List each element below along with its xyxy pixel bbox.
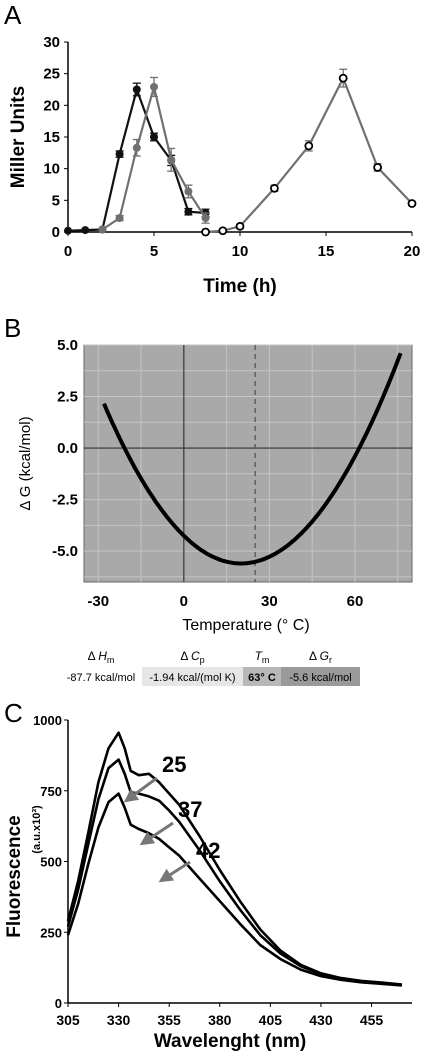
panel-c-y-tick-label: 250	[40, 925, 62, 940]
panel-c-y-tick-label: 0	[55, 996, 62, 1011]
panel-c-y-tick-label: 500	[40, 855, 62, 870]
panel-c-series-line	[66, 792, 403, 987]
panel-a-x-tick-label: 20	[404, 243, 421, 260]
panel-a-data-point	[184, 207, 193, 216]
panel-a-x-tick-label: 15	[318, 243, 335, 260]
panel-b-table-cell	[243, 667, 281, 686]
panel-b-curve	[102, 352, 403, 566]
panel-b-y-tick-label: -5.0	[52, 543, 78, 560]
panel-a-x-tick-label: 10	[232, 243, 249, 260]
panel-c-x-tick-label: 305	[56, 1012, 80, 1028]
panel-a-y-tick-label: 25	[43, 66, 60, 83]
panel-c-y-unit: (a.u.x10³)	[31, 805, 43, 854]
panel-b-table-cell	[60, 667, 142, 686]
panel-b-y-tick-label: 0.0	[57, 440, 78, 457]
panel-b-plot-background	[83, 344, 413, 583]
panel-b-table-value: -87.7 kcal/mol	[67, 672, 135, 684]
panel-b-x-label: Temperature (° C)	[182, 617, 309, 634]
panel-a-x-tick-label: 0	[64, 243, 72, 260]
panel-a-x-tick-label: 5	[150, 243, 158, 260]
panel-c-y-label: Fluorescence	[4, 815, 25, 938]
panel-a-data-point	[115, 150, 124, 159]
panel-a-x-label: Time (h)	[203, 276, 277, 297]
panel-a-data-point	[338, 73, 348, 83]
panel-c-series-line	[66, 731, 403, 986]
panel-a-series-line	[67, 85, 206, 232]
panel-a-data-point	[373, 162, 383, 172]
panel-a-series-line	[205, 75, 413, 234]
panel-a-y-tick-label: 0	[52, 224, 60, 241]
panel-b-table-header: Δ Cp	[180, 649, 204, 665]
panel-c-y-tick-label: 1000	[33, 713, 62, 728]
panel-a-data-point	[132, 85, 141, 94]
panel-c-arrowhead	[123, 788, 140, 803]
panel-a-data-point	[218, 226, 228, 236]
panel-b-table-value: -5.6 kcal/mol	[289, 672, 351, 684]
panel-a-data-point	[235, 221, 245, 231]
panel-a-data-point	[304, 141, 314, 151]
panel-b-y-label: Δ G (kcal/mol)	[17, 416, 34, 510]
panel-b-letter: B	[4, 313, 21, 343]
panel-c-x-tick-label: 380	[208, 1012, 232, 1028]
panel-a-data-point	[115, 214, 124, 223]
panel-c-letter: C	[4, 698, 23, 728]
panel-c-x-tick-label: 455	[360, 1012, 384, 1028]
panel-a-data-point	[269, 183, 279, 193]
panel-c-x-label: Wavelenght (nm)	[154, 1031, 306, 1052]
panel-a-data-point	[167, 155, 176, 164]
panel-a-y-label: Miller Units	[8, 86, 29, 188]
panel-b-table-header: Tm	[255, 649, 270, 665]
panel-b-x-tick-label: 60	[347, 593, 364, 610]
panel-a-data-point	[201, 227, 211, 237]
panel-c-x-tick-label: 330	[107, 1012, 131, 1028]
panel-b-table-header: Δ Hm	[88, 649, 115, 665]
panel-b-table-cell	[142, 667, 243, 686]
panel-b-table-cell	[281, 667, 360, 686]
panel-a-data-point	[150, 82, 158, 91]
panel-c-x-tick-label: 430	[309, 1012, 333, 1028]
panel-c-arrowhead	[139, 831, 156, 846]
panel-a-y-tick-label: 10	[43, 161, 60, 178]
panel-a-data-point	[81, 226, 90, 235]
panel-b-table-header: Δ Gr	[309, 649, 332, 665]
panel-a-y-tick-label: 30	[43, 34, 60, 51]
panel-a-data-point	[132, 143, 141, 152]
panel-a-data-point	[64, 226, 72, 235]
panel-a-letter: A	[4, 0, 22, 30]
panel-a-data-point	[150, 133, 158, 141]
panel-a-data-point	[407, 199, 417, 208]
panel-c-annotation-label: 25	[162, 752, 186, 777]
panel-b-y-tick-label: -2.5	[52, 492, 78, 509]
panel-a-y-tick-label: 5	[52, 192, 60, 209]
panel-a-y-tick-label: 15	[43, 129, 60, 146]
panel-c-y-tick-label: 750	[40, 784, 62, 799]
panel-a-y-tick-label: 20	[43, 97, 60, 114]
panel-a-data-point	[201, 214, 210, 223]
panel-c-x-tick-label: 355	[157, 1012, 181, 1028]
panel-b-x-tick-label: 30	[261, 593, 278, 610]
panel-b-x-tick-label: 0	[180, 593, 188, 610]
panel-b-x-tick-label: -30	[87, 593, 109, 610]
panel-b-table-value: 63° C	[248, 672, 276, 684]
panel-b-y-tick-label: 5.0	[57, 337, 78, 354]
panel-c-series-line	[66, 758, 403, 987]
panel-a-data-point	[184, 187, 193, 196]
panel-c-x-tick-label: 405	[259, 1012, 283, 1028]
panel-c-arrowhead	[158, 868, 175, 883]
panel-b-y-tick-label: 2.5	[57, 389, 78, 406]
panel-c-annotation-label: 42	[196, 838, 220, 863]
panel-a-data-point	[98, 225, 107, 234]
panel-c-annotation-label: 37	[178, 797, 202, 822]
panel-b-table-value: -1.94 kcal/(mol K)	[149, 672, 235, 684]
